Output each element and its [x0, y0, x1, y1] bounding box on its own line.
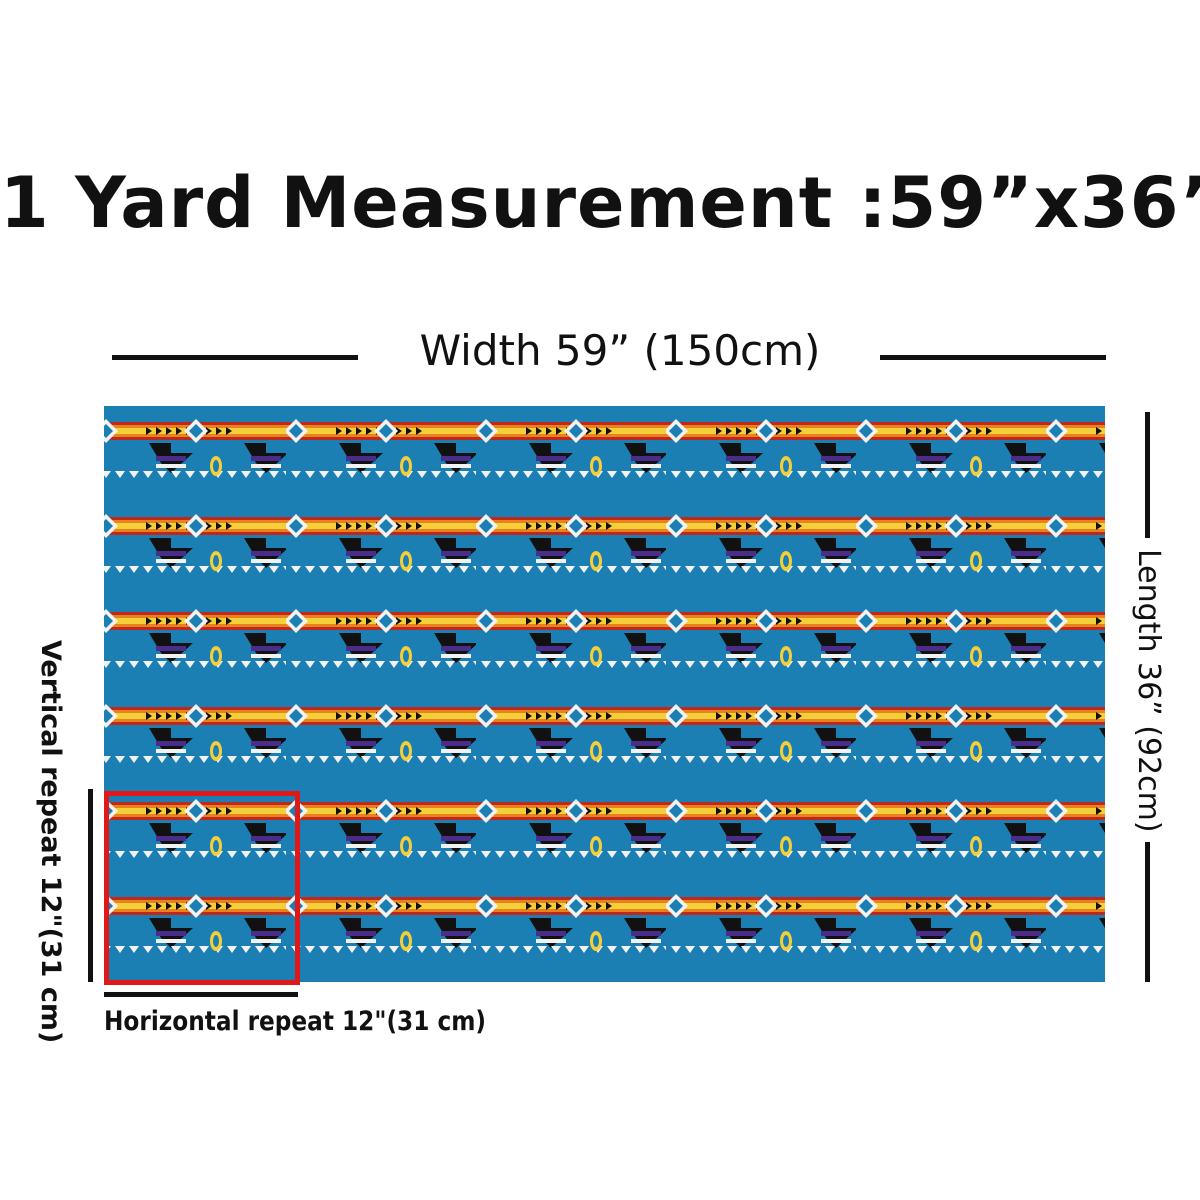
- repeat-highlight-box: [104, 791, 300, 985]
- fabric-pattern: [104, 406, 1105, 982]
- horizontal-repeat-line: [104, 992, 298, 997]
- length-dimension-line-bottom: [1145, 842, 1150, 982]
- page-title: 1 Yard Measurement :59”x36”: [0, 162, 1200, 244]
- vertical-repeat-line: [88, 789, 93, 982]
- length-label: Length 36” (92cm): [1131, 549, 1166, 833]
- width-label: Width 59” (150cm): [419, 326, 821, 375]
- vertical-repeat-label: Vertical repeat 12"(31 cm): [35, 640, 66, 1044]
- fabric-pattern-fill: [104, 406, 1105, 982]
- horizontal-repeat-label: Horizontal repeat 12"(31 cm): [104, 1006, 487, 1037]
- width-dimension-line-left: [112, 355, 358, 360]
- width-dimension-line-right: [880, 355, 1106, 360]
- length-dimension-line-top: [1145, 412, 1150, 538]
- fabric-swatch: [104, 406, 1105, 982]
